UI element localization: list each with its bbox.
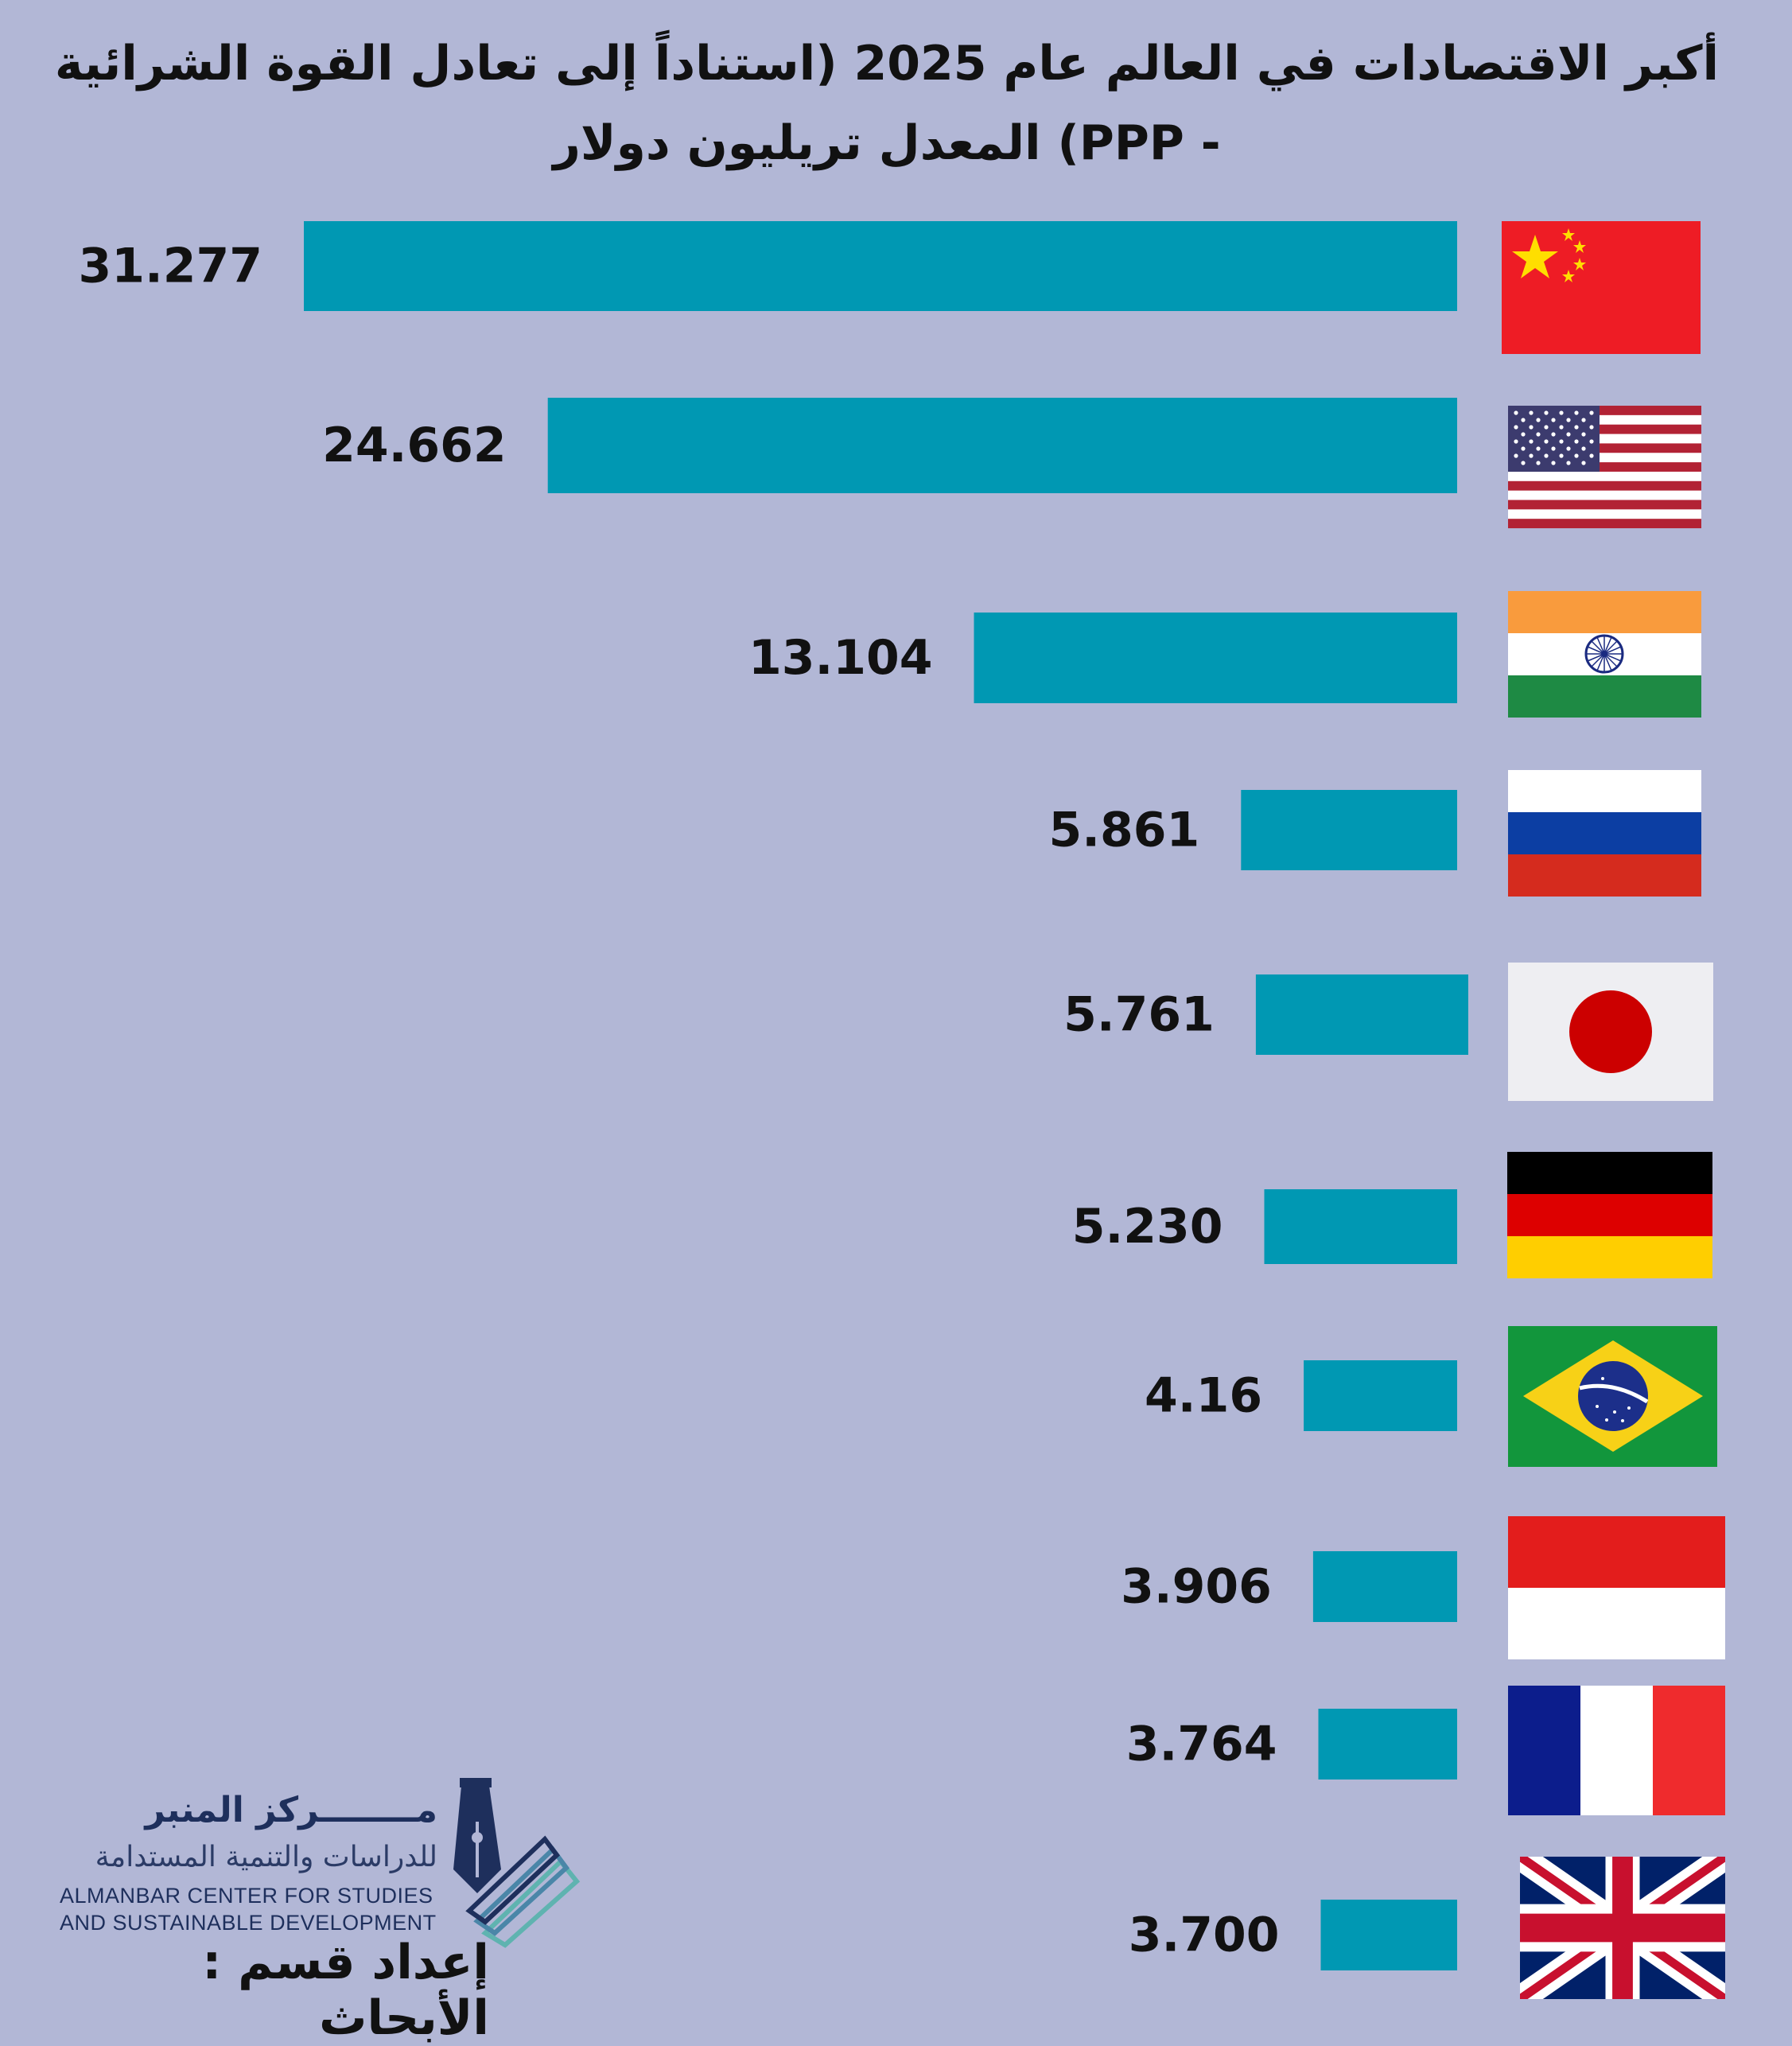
value-label-indonesia: 3.906 bbox=[1121, 1559, 1272, 1615]
logo-name-arabic: مــــــــركز المنبر bbox=[145, 1790, 437, 1830]
logo-name-english-line1: ALMANBAR CENTER FOR STUDIES bbox=[60, 1884, 433, 1908]
value-label-india: 13.104 bbox=[748, 630, 933, 686]
almanbar-logo: مــــــــركز المنبر للدراسات والتنمية ال… bbox=[56, 1774, 612, 1957]
india-flag bbox=[1508, 591, 1701, 718]
china-flag bbox=[1502, 221, 1701, 354]
bar-usa bbox=[547, 398, 1458, 493]
pen-book-logo-icon bbox=[453, 1778, 581, 1948]
value-label-uk: 3.700 bbox=[1129, 1908, 1280, 1963]
bars-group bbox=[304, 221, 1468, 1970]
bar-india bbox=[974, 613, 1457, 703]
value-label-russia: 5.861 bbox=[1049, 803, 1200, 858]
germany-flag bbox=[1507, 1152, 1712, 1278]
bar-uk bbox=[1320, 1900, 1457, 1970]
value-label-brazil: 4.16 bbox=[1145, 1368, 1262, 1424]
credit-text: إعداد قسم : الأبحاث bbox=[202, 1935, 489, 2046]
indonesia-flag bbox=[1508, 1516, 1725, 1659]
value-label-japan: 5.761 bbox=[1063, 987, 1215, 1043]
bar-france bbox=[1318, 1709, 1457, 1780]
chart-title: أكبر الاقتصادات في العالم عام 2025 (استن… bbox=[54, 36, 1720, 171]
france-flag bbox=[1508, 1686, 1725, 1815]
bar-indonesia bbox=[1312, 1551, 1457, 1622]
value-label-usa: 24.662 bbox=[322, 418, 507, 473]
value-labels-group: 31.277 24.662 13.104 5.861 5.761 5.230 4.16 3.9… bbox=[78, 239, 1279, 1963]
usa-flag bbox=[1508, 406, 1701, 529]
value-label-china: 31.277 bbox=[78, 239, 262, 294]
bar-brazil bbox=[1304, 1360, 1457, 1431]
japan-flag bbox=[1508, 963, 1713, 1101]
value-label-france: 3.764 bbox=[1126, 1717, 1277, 1772]
bar-russia bbox=[1241, 790, 1457, 870]
brazil-flag bbox=[1508, 1326, 1717, 1467]
bar-china bbox=[304, 221, 1457, 311]
logo-name-english-line2: AND SUSTAINABLE DEVELOPMENT bbox=[60, 1911, 437, 1935]
uk-flag bbox=[1520, 1857, 1725, 1999]
bar-japan bbox=[1255, 974, 1468, 1055]
value-label-germany: 5.230 bbox=[1072, 1199, 1223, 1254]
logo-subtitle-arabic: للدراسات والتنمية المستدامة bbox=[95, 1841, 437, 1873]
bar-germany bbox=[1264, 1189, 1457, 1264]
flags-group bbox=[1502, 221, 1725, 1999]
russia-flag bbox=[1508, 770, 1701, 897]
